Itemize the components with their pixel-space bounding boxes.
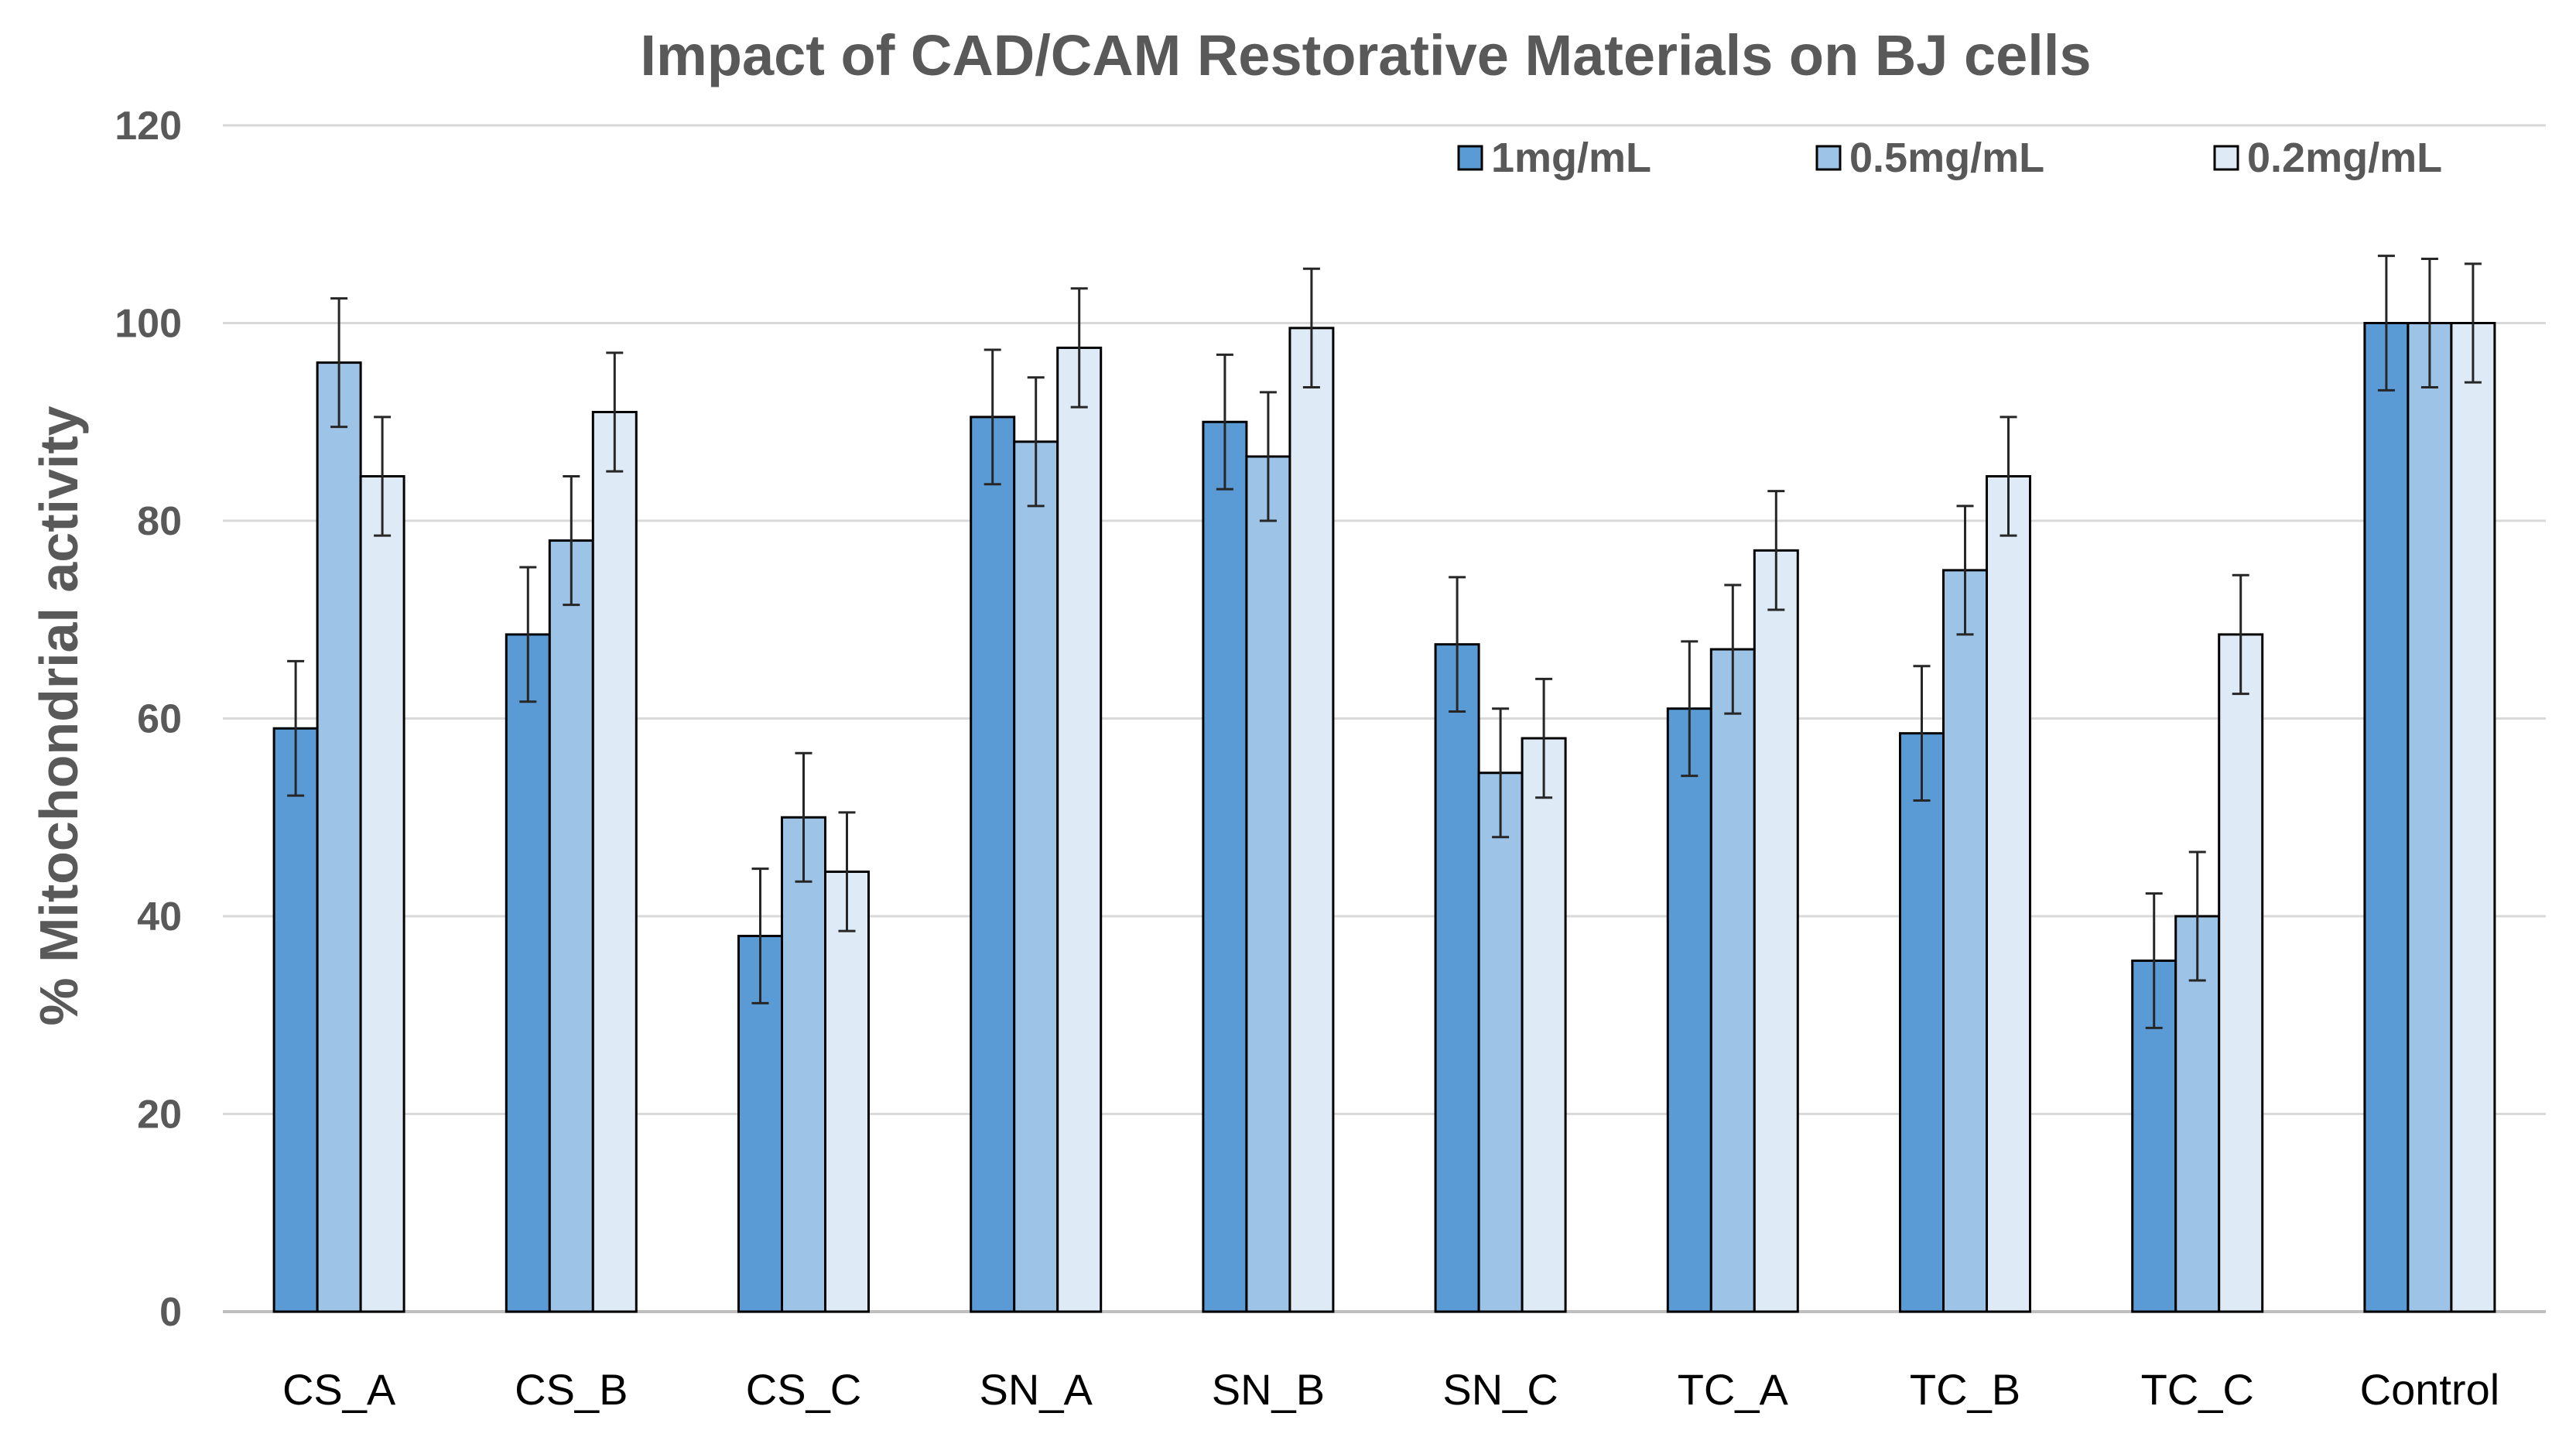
error-bar bbox=[330, 297, 348, 429]
error-bar bbox=[1449, 576, 1466, 713]
error-bar bbox=[1302, 267, 1320, 389]
x-tick-label: SN_C bbox=[1442, 1365, 1558, 1414]
error-bar bbox=[1492, 707, 1510, 839]
legend-item: 1mg/mL bbox=[1457, 135, 1651, 181]
bar bbox=[1942, 569, 1988, 1313]
y-axis-label: % Mitochondrial activity bbox=[29, 405, 89, 1025]
error-bar bbox=[838, 811, 856, 932]
x-tick-label: TC_A bbox=[1678, 1365, 1789, 1414]
x-tick-label: SN_A bbox=[980, 1365, 1093, 1414]
legend-item: 0.5mg/mL bbox=[1815, 135, 2044, 181]
x-tick-label: TC_B bbox=[1910, 1365, 2020, 1414]
x-tick-label: CS_B bbox=[515, 1365, 628, 1414]
bar bbox=[970, 416, 1016, 1313]
x-tick-label: CS_C bbox=[746, 1365, 861, 1414]
error-bar bbox=[1259, 391, 1277, 522]
legend-label: 1mg/mL bbox=[1491, 135, 1651, 181]
error-bar bbox=[2145, 892, 2163, 1029]
x-tick-label: TC_C bbox=[2141, 1365, 2254, 1414]
error-bar bbox=[1724, 583, 1742, 715]
bar bbox=[1986, 475, 2031, 1313]
error-bar bbox=[795, 751, 812, 883]
bar bbox=[1899, 732, 1945, 1313]
bar bbox=[548, 539, 594, 1313]
bar bbox=[2363, 322, 2410, 1313]
bars bbox=[272, 322, 2496, 1313]
x-tick-label: SN_B bbox=[1212, 1365, 1325, 1414]
error-bar bbox=[2000, 416, 2017, 537]
error-bar bbox=[984, 348, 1001, 486]
bar bbox=[2407, 322, 2453, 1313]
bar bbox=[1666, 707, 1712, 1313]
y-tick-label: 40 bbox=[137, 895, 182, 939]
bar bbox=[1521, 737, 1567, 1313]
y-tick-label: 60 bbox=[137, 697, 182, 742]
bar bbox=[1709, 648, 1756, 1313]
bar bbox=[591, 410, 638, 1313]
error-bar bbox=[374, 416, 392, 537]
error-bar bbox=[1767, 490, 1785, 611]
error-bar bbox=[1913, 665, 1931, 802]
bar bbox=[1202, 420, 1248, 1313]
bar bbox=[272, 727, 319, 1313]
bar bbox=[1245, 455, 1291, 1313]
error-bar bbox=[2464, 262, 2482, 384]
error-bar bbox=[1956, 505, 1974, 636]
legend-swatch bbox=[2213, 145, 2239, 171]
y-tick-label: 0 bbox=[159, 1290, 182, 1335]
legend-label: 0.2mg/mL bbox=[2247, 135, 2442, 181]
error-bar bbox=[751, 867, 769, 1004]
error-bar bbox=[2420, 257, 2438, 389]
error-bar bbox=[2377, 255, 2395, 392]
bar bbox=[505, 633, 551, 1313]
error-bar bbox=[1681, 640, 1699, 778]
bar bbox=[2218, 633, 2264, 1313]
bar bbox=[1477, 772, 1524, 1313]
bar bbox=[1013, 440, 1059, 1313]
y-tick-label: 20 bbox=[137, 1093, 182, 1138]
error-bars bbox=[287, 255, 2482, 1029]
legend-swatch bbox=[1815, 145, 1842, 171]
bar bbox=[2450, 322, 2496, 1313]
chart-title: Impact of CAD/CAM Restorative Materials … bbox=[640, 23, 2091, 87]
error-bar bbox=[2188, 850, 2206, 982]
y-tick-label: 80 bbox=[137, 499, 182, 544]
bar bbox=[1434, 643, 1480, 1313]
error-bar bbox=[287, 659, 305, 797]
legend-swatch bbox=[1457, 145, 1483, 171]
legend-item: 0.2mg/mL bbox=[2213, 135, 2442, 181]
bar bbox=[1056, 346, 1103, 1313]
bar bbox=[781, 816, 826, 1313]
error-bar bbox=[1535, 677, 1553, 799]
bar bbox=[824, 871, 870, 1313]
error-bar bbox=[1070, 287, 1088, 409]
error-bar bbox=[563, 475, 580, 607]
error-bar bbox=[519, 566, 537, 703]
error-bar bbox=[2232, 573, 2249, 696]
y-tick-label: 120 bbox=[115, 104, 182, 149]
bar bbox=[1753, 549, 1799, 1313]
bar bbox=[359, 475, 405, 1313]
axes: 0 20 40 60 80 100 120 CS_A CS_B CS_C SN_A SN_B SN_C T… bbox=[115, 104, 2499, 1414]
legend-label: 0.5mg/mL bbox=[1849, 135, 2044, 181]
error-bar bbox=[1027, 376, 1045, 508]
x-tick-label: Control bbox=[2360, 1365, 2500, 1414]
error-bar bbox=[1216, 353, 1233, 491]
bar bbox=[316, 361, 362, 1313]
error-bar bbox=[606, 351, 624, 473]
x-tick-label: CS_A bbox=[282, 1365, 396, 1414]
bar bbox=[1288, 327, 1335, 1313]
legend: 1mg/mL 0.5mg/mL 0.2mg/mL bbox=[1457, 135, 2442, 181]
y-tick-label: 100 bbox=[115, 302, 182, 347]
